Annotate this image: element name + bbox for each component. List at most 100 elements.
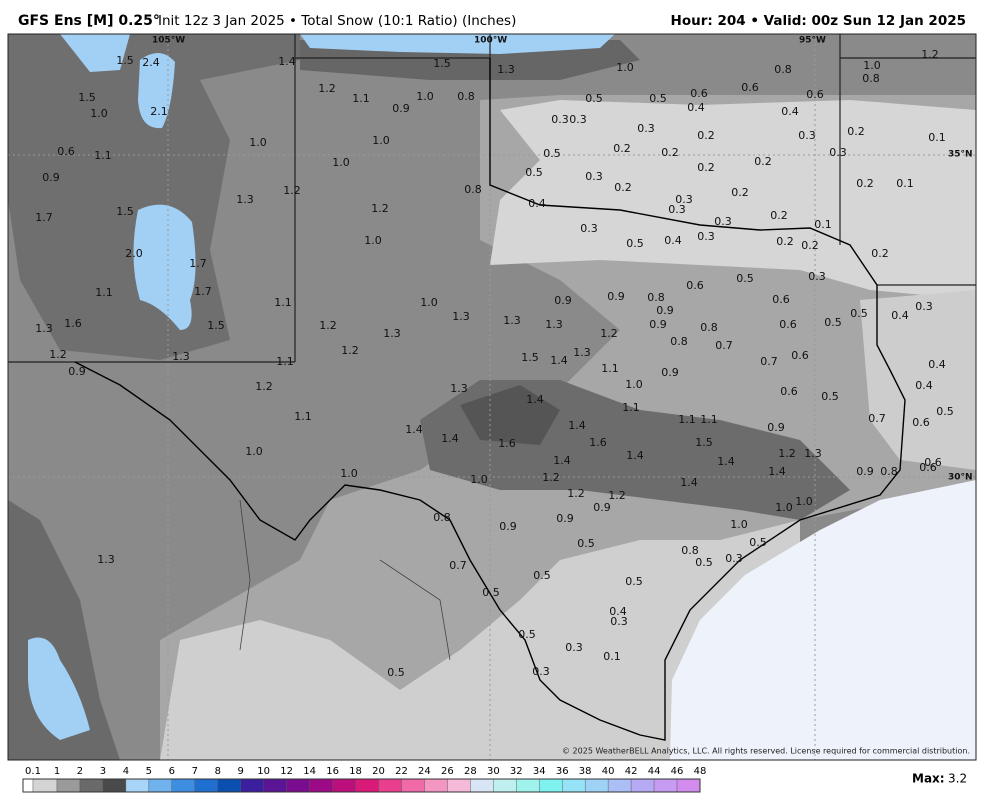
snow-total-label: 0.2 [776, 235, 794, 248]
colorbar-cell [378, 778, 402, 793]
colorbar-tick-label: 5 [146, 766, 152, 777]
snow-total-label: 1.2 [608, 489, 626, 502]
snow-total-label: 1.2 [341, 344, 359, 357]
snow-total-label: 0.3 [675, 193, 693, 206]
snow-total-label: 1.2 [318, 82, 336, 95]
latitude-label: 30°N [948, 473, 973, 483]
snow-total-label: 0.5 [824, 316, 842, 329]
snow-total-label: 1.6 [498, 437, 516, 450]
snow-total-label: 0.6 [741, 81, 759, 94]
colorbar-cell [125, 778, 150, 793]
snow-total-label: 0.3 [580, 222, 598, 235]
colorbar-cell [447, 778, 471, 793]
colorbar-cell [79, 778, 104, 793]
longitude-label: 105°W [152, 36, 185, 46]
colorbar-cell [424, 778, 448, 793]
colorbar-cell [355, 778, 379, 793]
snow-total-label: 0.2 [754, 155, 772, 168]
snow-total-label: 0.5 [585, 92, 603, 105]
snow-total-label: 0.5 [577, 537, 595, 550]
snow-total-label: 0.5 [482, 586, 500, 599]
snow-total-label: 0.9 [42, 171, 60, 184]
snow-total-label: 1.2 [255, 380, 273, 393]
snow-total-label: 1.0 [416, 90, 434, 103]
snow-total-label: 1.1 [276, 355, 294, 368]
snow-total-label: 1.4 [405, 423, 423, 436]
colorbar-tick-label: 0.1 [25, 766, 41, 777]
snow-total-label: 0.7 [868, 412, 886, 425]
snow-total-label: 0.3 [569, 113, 587, 126]
snow-total-label: 0.9 [68, 365, 86, 378]
snow-total-label: 0.1 [814, 218, 832, 231]
snow-total-label: 0.7 [715, 339, 733, 352]
snow-total-label: 0.8 [670, 335, 688, 348]
gulf [670, 480, 976, 760]
snow-total-label: 0.3 [668, 203, 686, 216]
snow-total-label: 1.3 [497, 63, 515, 76]
snow-total-label: 1.0 [364, 234, 382, 247]
snow-total-label: 0.3 [585, 170, 603, 183]
max-value: 3.2 [948, 772, 967, 786]
snow-total-label: 1.2 [542, 471, 560, 484]
colorbar-tick-label: 44 [648, 766, 661, 777]
colorbar-cell [240, 778, 264, 793]
snow-total-label: 0.8 [880, 465, 898, 478]
colorbar-cell [401, 778, 425, 793]
snow-total-label: 1.1 [678, 413, 696, 426]
colorbar-tick-label: 12 [280, 766, 293, 777]
snow-total-label: 0.5 [850, 307, 868, 320]
snow-total-label: 1.4 [553, 454, 571, 467]
description: Init 12z 3 Jan 2025 • Total Snow (10:1 R… [158, 13, 516, 29]
colorbar-tick-label: 30 [487, 766, 500, 777]
snow-total-label: 0.9 [593, 501, 611, 514]
snow-total-label: 2.4 [142, 56, 160, 69]
snow-total-label: 0.6 [57, 145, 75, 158]
snow-total-label: 1.4 [526, 393, 544, 406]
colorbar-cell [286, 778, 310, 793]
colorbar-cell [22, 778, 34, 793]
snow-total-label: 1.0 [775, 501, 793, 514]
colorbar-tick-label: 38 [579, 766, 592, 777]
snow-total-label: 1.0 [340, 467, 358, 480]
longitude-label: 100°W [474, 36, 507, 46]
snow-total-label: 0.9 [856, 465, 874, 478]
snow-total-label: 1.4 [278, 55, 296, 68]
snow-total-label: 1.3 [172, 350, 190, 363]
snow-total-label: 1.3 [383, 327, 401, 340]
snow-total-label: 0.8 [647, 291, 665, 304]
snow-total-label: 0.6 [919, 461, 937, 474]
snow-total-label: 0.1 [928, 131, 946, 144]
snow-total-label: 0.7 [449, 559, 467, 572]
mexico-border [239, 499, 451, 661]
snow-total-label: 0.9 [607, 290, 625, 303]
snow-total-label: 0.2 [856, 177, 874, 190]
snow-total-label: 0.9 [556, 512, 574, 525]
colorbar-cell [493, 778, 517, 793]
snow-total-label: 0.8 [457, 90, 475, 103]
colorbar-tick-label: 42 [625, 766, 638, 777]
snow-total-label: 0.8 [862, 72, 880, 85]
valid-time: Hour: 204 • Valid: 00z Sun 12 Jan 2025 [671, 13, 966, 29]
snow-total-label: 0.6 [686, 279, 704, 292]
snow-total-label: 1.1 [622, 401, 640, 414]
snow-total-label: 1.3 [545, 318, 563, 331]
colorbar-cell [539, 778, 563, 793]
snow-total-label: 0.9 [554, 294, 572, 307]
snow-total-label: 1.1 [95, 286, 113, 299]
colorbar-frame [22, 778, 701, 793]
snow-total-label: 0.4 [915, 379, 933, 392]
snow-total-label: 0.2 [847, 125, 865, 138]
snow-total-label: 1.7 [194, 285, 212, 298]
colorbar-tick-label: 1 [54, 766, 60, 777]
snow-total-label: 0.3 [808, 270, 826, 283]
snow-total-label: 0.8 [774, 63, 792, 76]
colorbar-tick-label: 6 [169, 766, 175, 777]
colorbar-tick-label: 9 [238, 766, 244, 777]
max-label: Max: [912, 772, 945, 786]
snow-total-label: 0.5 [387, 666, 405, 679]
field-blue [300, 34, 615, 54]
snow-total-label: 0.5 [625, 575, 643, 588]
colorbar-tick-label: 3 [100, 766, 106, 777]
map: 105°W 100°W 95°W 35°N 30°N 1.5 2.4 1.4 1.5 1… [7, 33, 977, 761]
snow-total-label: 1.4 [550, 354, 568, 367]
